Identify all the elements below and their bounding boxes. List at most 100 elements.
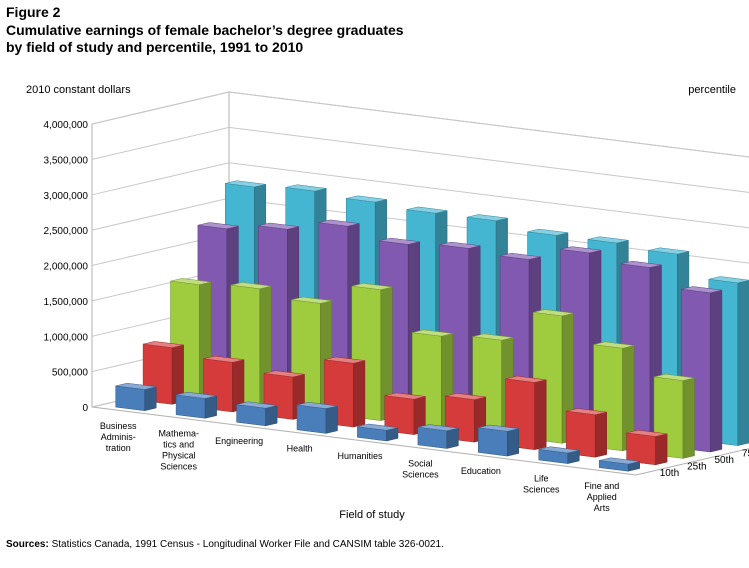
bar-top <box>379 237 420 245</box>
bar-50th-7 <box>593 341 635 452</box>
bar-10th-6 <box>478 424 520 457</box>
y-tick-label: 2,500,000 <box>44 226 89 237</box>
sources-note: Sources: Statistics Canada, 1991 Census … <box>6 539 444 550</box>
bar-top <box>593 341 635 349</box>
bar-top <box>258 222 299 230</box>
bar-side <box>325 405 338 434</box>
bar-25th-7 <box>565 408 607 458</box>
bar-top <box>533 309 574 317</box>
x-category-label: Fine and Applied Arts <box>584 481 619 513</box>
figure-title-line-2: by field of study and percentile, 1991 t… <box>6 39 304 55</box>
gridline <box>91 126 749 193</box>
sources-text: Statistics Canada, 1991 Census - Longitu… <box>51 539 444 550</box>
bar-top <box>346 195 387 203</box>
chart-bars <box>115 180 749 472</box>
x-category-label: Business Adminis-tration <box>100 421 137 453</box>
bar-top <box>197 222 239 230</box>
bar-side <box>710 289 723 453</box>
bar-front <box>115 385 145 411</box>
bar-top <box>466 214 508 222</box>
y-axis-label: 2010 constant dollars <box>26 84 131 96</box>
x-category-label: Social Sciences <box>402 459 439 480</box>
bar-top <box>505 375 547 383</box>
bar-top <box>291 296 332 304</box>
y-axis-ticks: 0 500,000 1,000,000 1,500,000 2,000,000 2,500… <box>44 120 89 414</box>
bar-50th-8 <box>653 373 695 459</box>
bar-top <box>296 402 338 409</box>
bar-side <box>655 433 668 466</box>
bar-front <box>478 427 508 457</box>
bar-10th-0 <box>115 382 157 412</box>
sources-label: Sources: <box>6 539 49 550</box>
bar-top <box>681 286 722 294</box>
z-axis-label: percentile <box>688 84 736 96</box>
bar-side <box>353 360 366 428</box>
bar-front <box>296 404 327 434</box>
bar-top <box>653 373 695 381</box>
bar-top <box>417 424 459 432</box>
bar-top <box>445 393 486 400</box>
bar-top <box>708 276 749 284</box>
bar-side <box>594 411 607 458</box>
bar-top <box>412 329 453 337</box>
bar-top <box>478 424 519 432</box>
bar-10th-5 <box>417 424 459 449</box>
figure-title: Cumulative earnings of female bachelor’s… <box>6 22 566 56</box>
x-category-label: Education <box>461 466 501 476</box>
figure-title-line-1: Cumulative earnings of female bachelor’s… <box>6 22 404 38</box>
bar-top <box>230 282 272 290</box>
bar-top <box>599 457 640 465</box>
gridline <box>91 162 749 229</box>
bar-top <box>648 247 689 255</box>
bar-top <box>203 355 245 363</box>
x-category-label: Life Sciences <box>523 474 560 495</box>
bar-top <box>560 246 602 254</box>
bar-top <box>620 260 662 268</box>
z-percentile-label: 25th <box>687 461 706 472</box>
bar-top <box>170 278 212 285</box>
gridline <box>91 91 749 158</box>
bar-side <box>144 386 157 412</box>
bar-front <box>175 394 206 419</box>
bar-side <box>682 377 695 459</box>
bar-25th-4 <box>384 392 426 435</box>
bar-top <box>285 184 327 192</box>
bar-top <box>324 356 365 364</box>
x-category-label: Engineering <box>215 436 263 446</box>
bar-top <box>115 382 157 390</box>
bar-front <box>626 432 656 466</box>
y-tick-label: 3,000,000 <box>44 191 89 202</box>
y-tick-label: 3,500,000 <box>44 155 89 166</box>
x-category-label: Health <box>287 443 313 453</box>
y-tick-label: 1,500,000 <box>44 297 89 308</box>
bar-25th-8 <box>626 429 668 466</box>
bar-top <box>357 423 399 431</box>
bar-top <box>538 446 580 454</box>
x-axis-label: Field of study <box>339 509 405 521</box>
y-tick-label: 4,000,000 <box>44 120 89 131</box>
bar-10th-1 <box>175 391 217 419</box>
x-category-label: Mathema-tics and Physical Sciences <box>158 428 199 471</box>
y-tick-label: 500,000 <box>52 368 89 379</box>
bar-top <box>626 429 668 437</box>
z-axis-percentiles: 10th25th50th75th90th <box>660 449 749 479</box>
bar-side <box>534 379 547 451</box>
y-tick-label: 1,000,000 <box>44 332 89 343</box>
bar-top <box>176 391 217 399</box>
bar-top <box>318 219 360 227</box>
bar-top <box>225 180 266 188</box>
bar-10th-3 <box>296 402 338 434</box>
bar-top <box>263 370 305 378</box>
bar-10th-4 <box>357 423 399 442</box>
bar-top <box>500 252 541 260</box>
bar-top <box>236 401 278 409</box>
bar-top <box>566 408 607 416</box>
figure-label: Figure 2 <box>6 4 61 20</box>
bar-top <box>406 206 448 214</box>
bar-top <box>587 236 629 244</box>
bar-top <box>384 392 426 400</box>
z-percentile-label: 75th <box>742 449 749 460</box>
bar-top <box>439 241 481 249</box>
bar-10th-7 <box>538 446 580 464</box>
